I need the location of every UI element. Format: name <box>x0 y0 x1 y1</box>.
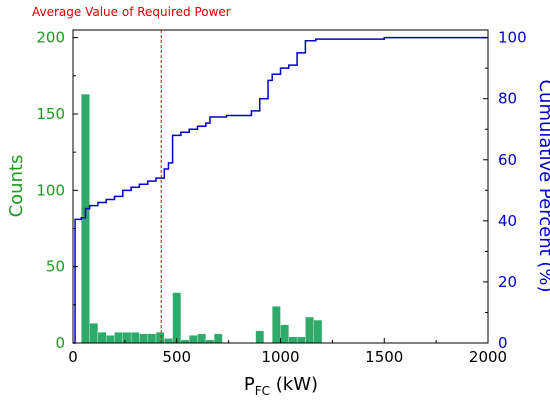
count-bar <box>255 330 265 344</box>
count-bar <box>114 332 123 344</box>
count-bar <box>189 335 198 344</box>
left-y-tick-label: 100 <box>36 181 65 199</box>
left-y-tick-label: 150 <box>36 105 65 123</box>
plot-frame <box>72 29 489 344</box>
average-annotation: Average Value of Required Power <box>32 5 231 19</box>
x-tick-label: 2000 <box>469 348 507 366</box>
count-bar <box>139 333 148 344</box>
count-bar <box>213 333 223 344</box>
right-y-tick-label: 20 <box>498 273 517 291</box>
left-axis-title: Counts <box>6 155 27 218</box>
right-y-tick-label: 100 <box>498 29 527 47</box>
count-bar <box>272 306 281 344</box>
count-bar <box>155 332 165 344</box>
count-bar <box>106 335 115 344</box>
x-axis-title-main: P <box>244 374 255 395</box>
count-bar <box>172 292 182 344</box>
left-y-tick-label: 0 <box>55 334 65 352</box>
count-bar <box>280 324 289 344</box>
count-bar <box>296 336 306 344</box>
left-y-axis: 0 50 100 150 200 <box>36 29 78 352</box>
x-axis-title: PFC (kW) <box>244 374 318 398</box>
right-axis-title: Cumulative Percent (%) <box>535 79 550 292</box>
x-tick-label: 1500 <box>365 348 403 366</box>
left-y-tick-label: 50 <box>46 258 65 276</box>
x-axis-title-subscript: FC <box>255 384 270 398</box>
left-y-tick-label: 200 <box>36 29 65 47</box>
right-y-tick-label: 80 <box>498 90 517 108</box>
count-bar <box>130 332 140 344</box>
x-tick-label: 1000 <box>261 348 299 366</box>
x-tick-label: 0 <box>68 348 78 366</box>
counts-bars <box>81 93 323 344</box>
x-tick-label: 500 <box>162 348 191 366</box>
count-bar <box>81 93 90 344</box>
cumulative-line-group <box>73 36 488 344</box>
count-bar <box>164 338 173 344</box>
right-y-tick-label: 60 <box>498 151 517 169</box>
count-bar <box>147 333 157 344</box>
count-bar <box>305 316 314 344</box>
count-bar <box>122 332 132 344</box>
cumulative-percent-line <box>73 36 488 344</box>
count-bar <box>288 336 298 344</box>
count-bar <box>89 322 99 344</box>
x-axis: 0 500 1000 1500 2000 <box>68 338 507 366</box>
right-y-tick-label: 0 <box>498 334 508 352</box>
count-bar <box>197 333 206 344</box>
right-y-axis: 0 20 40 60 80 100 <box>483 29 527 352</box>
x-axis-title-unit: (kW) <box>270 374 318 395</box>
count-bar <box>313 319 323 344</box>
right-y-tick-label: 40 <box>498 212 517 230</box>
count-bar <box>97 332 107 344</box>
